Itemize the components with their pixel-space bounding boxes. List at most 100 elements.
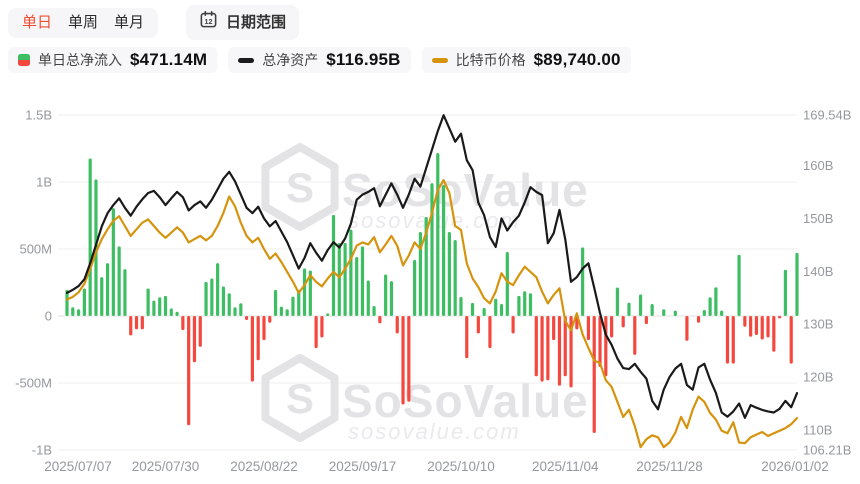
inflow-bar[interactable] [152, 300, 156, 316]
inflow-bar[interactable] [499, 303, 504, 316]
outflow-bar[interactable] [198, 316, 202, 347]
outflow-bar[interactable] [772, 316, 776, 352]
inflow-bar[interactable] [239, 303, 243, 316]
inflow-bar[interactable] [123, 269, 127, 316]
outflow-bar[interactable] [546, 316, 550, 381]
outflow-bar[interactable] [476, 316, 480, 334]
legend-item-net-inflow[interactable]: 单日总净流入 $471.14M [8, 47, 218, 73]
inflow-bar[interactable] [337, 242, 341, 316]
outflow-bar[interactable] [563, 316, 567, 377]
outflow-bar[interactable] [696, 316, 701, 323]
inflow-bar[interactable] [470, 302, 475, 316]
legend-item-net-assets[interactable]: 总净资产 $116.95B [228, 47, 411, 73]
inflow-bar[interactable] [662, 309, 666, 316]
outflow-bar[interactable] [268, 316, 272, 323]
inflow-bar[interactable] [436, 153, 440, 316]
outflow-bar[interactable] [488, 316, 492, 349]
outflow-bar[interactable] [262, 316, 266, 341]
inflow-bar[interactable] [227, 293, 231, 316]
outflow-bar[interactable] [644, 316, 648, 325]
tab-monthly[interactable]: 单月 [114, 13, 145, 31]
outflow-bar[interactable] [552, 316, 556, 341]
inflow-bar[interactable] [273, 289, 278, 316]
inflow-bar[interactable] [482, 307, 486, 316]
inflow-bar[interactable] [714, 287, 718, 316]
inflow-bar[interactable] [158, 297, 162, 316]
outflow-bar[interactable] [401, 316, 405, 405]
outflow-bar[interactable] [633, 316, 637, 355]
inflow-bar[interactable] [117, 246, 121, 316]
inflow-bar[interactable] [169, 308, 173, 316]
inflow-bar[interactable] [650, 303, 654, 316]
inflow-bar[interactable] [308, 270, 312, 316]
outflow-bar[interactable] [569, 316, 573, 388]
outflow-bar[interactable] [598, 316, 602, 367]
inflow-bar[interactable] [279, 306, 283, 316]
outflow-bar[interactable] [407, 316, 411, 402]
inflow-bar[interactable] [494, 298, 498, 316]
inflow-bar[interactable] [71, 307, 75, 316]
tab-weekly[interactable]: 单周 [68, 13, 99, 31]
inflow-bar[interactable] [76, 309, 81, 316]
inflow-bar[interactable] [795, 252, 799, 316]
outflow-bar[interactable] [134, 316, 139, 330]
inflow-bar[interactable] [146, 288, 150, 316]
inflow-bar[interactable] [163, 295, 168, 316]
outflow-bar[interactable] [511, 316, 515, 334]
outflow-bar[interactable] [540, 316, 544, 382]
legend-item-btc-price[interactable]: 比特币价格 $89,740.00 [421, 47, 631, 73]
inflow-bar[interactable] [233, 307, 237, 316]
date-range-button[interactable]: 12 日期范围 [186, 5, 300, 40]
outflow-bar[interactable] [749, 316, 753, 337]
inflow-bar[interactable] [326, 313, 330, 316]
btc-price-line[interactable] [65, 179, 799, 449]
outflow-bar[interactable] [604, 316, 608, 377]
inflow-bar[interactable] [360, 246, 365, 316]
inflow-bar[interactable] [331, 214, 336, 316]
outflow-bar[interactable] [314, 316, 318, 349]
outflow-bar[interactable] [245, 316, 249, 321]
tab-daily[interactable]: 单日 [22, 13, 53, 31]
inflow-bar[interactable] [581, 247, 585, 316]
outflow-bar[interactable] [465, 316, 469, 359]
outflow-bar[interactable] [534, 316, 538, 377]
outflow-bar[interactable] [557, 316, 562, 386]
inflow-bar[interactable] [302, 268, 307, 316]
inflow-bar[interactable] [528, 293, 533, 316]
inflow-bar[interactable] [343, 242, 347, 316]
inflow-bar[interactable] [424, 216, 428, 316]
inflow-bar[interactable] [389, 281, 394, 316]
inflow-bar[interactable] [737, 254, 741, 316]
outflow-bar[interactable] [250, 316, 254, 382]
inflow-bar[interactable] [418, 231, 423, 316]
outflow-bar[interactable] [789, 316, 793, 364]
inflow-bar[interactable] [384, 274, 388, 316]
inflow-bar[interactable] [627, 302, 631, 316]
outflow-bar[interactable] [725, 316, 730, 364]
outflow-bar[interactable] [743, 316, 747, 327]
inflow-bar[interactable] [459, 296, 463, 316]
net-assets-line[interactable] [65, 114, 799, 419]
inflow-bar[interactable] [216, 263, 220, 316]
outflow-bar[interactable] [320, 316, 324, 338]
outflow-bar[interactable] [610, 316, 614, 338]
inflow-bar[interactable] [221, 286, 226, 316]
inflow-bar[interactable] [413, 259, 417, 316]
inflow-bar[interactable] [82, 288, 86, 316]
outflow-bar[interactable] [754, 316, 759, 336]
inflow-bar[interactable] [210, 278, 214, 316]
outflow-bar[interactable] [256, 316, 260, 361]
inflow-bar[interactable] [517, 295, 521, 316]
inflow-bar[interactable] [430, 183, 434, 316]
inflow-bar[interactable] [297, 289, 301, 316]
inflow-bar[interactable] [175, 311, 179, 316]
inflow-bar[interactable] [285, 309, 289, 316]
inflow-bar[interactable] [720, 310, 724, 316]
inflow-bar[interactable] [447, 231, 451, 316]
inflow-bar[interactable] [105, 263, 110, 316]
outflow-bar[interactable] [731, 316, 735, 364]
inflow-bar[interactable] [372, 305, 376, 316]
outflow-bar[interactable] [766, 316, 770, 338]
outflow-bar[interactable] [586, 316, 591, 341]
